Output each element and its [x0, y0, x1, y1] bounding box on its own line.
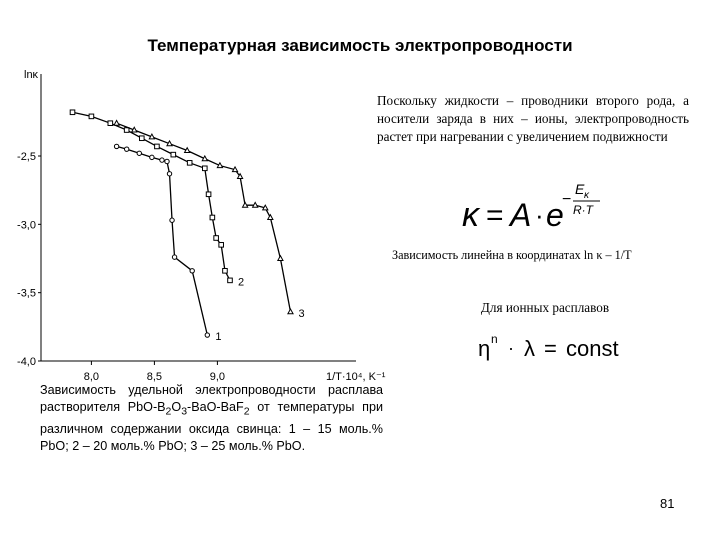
y-tick-label: -4,0 — [17, 356, 36, 368]
formula-e: e — [546, 197, 564, 233]
page-number: 81 — [660, 496, 675, 511]
data-point-3 — [266, 213, 274, 220]
formula2-eta: η — [478, 336, 490, 361]
x-tick-label: 8,5 — [147, 371, 162, 383]
data-point-2 — [202, 165, 208, 172]
y-tick-label: -3,5 — [17, 288, 36, 300]
data-point-2 — [107, 120, 114, 127]
data-point-1 — [166, 171, 173, 177]
slide-title: Температурная зависимость электропроводн… — [147, 36, 573, 55]
formula2-equals: = — [544, 336, 557, 361]
data-point-1 — [189, 268, 195, 274]
data-point-1 — [204, 332, 211, 338]
data-point-1 — [164, 158, 170, 165]
data-point-3 — [241, 201, 249, 208]
data-point-2 — [227, 277, 233, 284]
formula-numerator: E — [575, 181, 585, 197]
caption-formula: PbO-B2O3-BaO-BaF2 — [127, 400, 250, 418]
formula-equals: = — [486, 199, 504, 232]
data-point-1 — [169, 217, 175, 223]
data-point-2 — [222, 268, 228, 274]
explanation-paragraph: Поскольку жидкости – проводники второго … — [377, 93, 689, 144]
formula-numerator-sub: κ — [584, 190, 590, 201]
y-axis-label: lnκ — [24, 69, 39, 81]
data-point-3 — [130, 126, 138, 133]
formula2-const: const — [566, 336, 619, 361]
data-point-1 — [171, 254, 178, 260]
data-point-3 — [251, 201, 259, 208]
data-point-1 — [113, 143, 120, 150]
data-point-3 — [166, 139, 173, 147]
caption-suffix: от температуры при различном содержании … — [40, 400, 383, 453]
formula2-lambda: λ — [524, 336, 535, 361]
conductivity-chart: lnκ 1/T·10⁴, K⁻¹ 8,0 8,5 9,0 -2,5 -3,0 -3,5 -4… — [17, 69, 386, 383]
formula-denominator: R·T — [573, 203, 595, 217]
data-point-2 — [186, 160, 193, 166]
ionic-label: Для ионных расплавов — [480, 300, 610, 315]
data-point-3 — [216, 161, 224, 169]
x-tick-label: 9,0 — [210, 371, 225, 383]
data-point-2 — [205, 191, 212, 198]
series-line-3 — [116, 122, 292, 312]
data-point-1 — [149, 154, 155, 161]
formula-dot: · — [535, 200, 544, 230]
series-label-3: 3 — [298, 308, 304, 320]
data-point-1 — [136, 150, 142, 156]
data-point-3 — [276, 254, 284, 261]
chart-caption: Зависимость удельной электропроводности … — [40, 382, 383, 455]
y-tick-label: -2,5 — [17, 151, 36, 163]
series-line-1 — [116, 145, 208, 336]
formula2-power: n — [491, 332, 498, 346]
data-point-3 — [231, 165, 239, 173]
data-point-2 — [88, 113, 95, 120]
formula2-dot: · — [508, 338, 514, 358]
caption-prefix: Зависимость удельной электропроводности … — [40, 383, 383, 414]
formula-a: A — [508, 197, 531, 233]
x-tick-label: 8,0 — [84, 371, 99, 383]
data-point-2 — [154, 143, 160, 150]
data-point-3 — [287, 307, 294, 315]
conductivity-formula: κ = A · e − E κ R·T — [462, 181, 600, 234]
walden-formula: η n · λ = const — [478, 332, 619, 361]
data-point-2 — [209, 214, 216, 221]
data-point-2 — [139, 135, 145, 142]
linear-note: Зависимость линейна в координатах ln κ –… — [392, 248, 632, 262]
data-point-2 — [218, 242, 224, 248]
data-point-3 — [183, 146, 191, 154]
data-point-3 — [113, 119, 121, 126]
y-tick-label: -3,0 — [17, 219, 36, 231]
data-point-2 — [170, 151, 177, 158]
formula-minus: − — [562, 191, 571, 208]
data-point-2 — [213, 235, 219, 241]
series-label-2: 2 — [238, 276, 244, 288]
x-axis-label: 1/T·10⁴, K⁻¹ — [326, 371, 386, 383]
series-label-1: 1 — [215, 331, 221, 343]
formula-kappa: κ — [462, 196, 481, 234]
data-point-1 — [123, 146, 130, 152]
data-point-2 — [69, 109, 76, 116]
data-point-3 — [148, 133, 156, 140]
data-point-1 — [159, 157, 165, 163]
data-point-3 — [201, 154, 209, 162]
data-point-3 — [261, 204, 269, 211]
data-point-3 — [236, 172, 244, 179]
